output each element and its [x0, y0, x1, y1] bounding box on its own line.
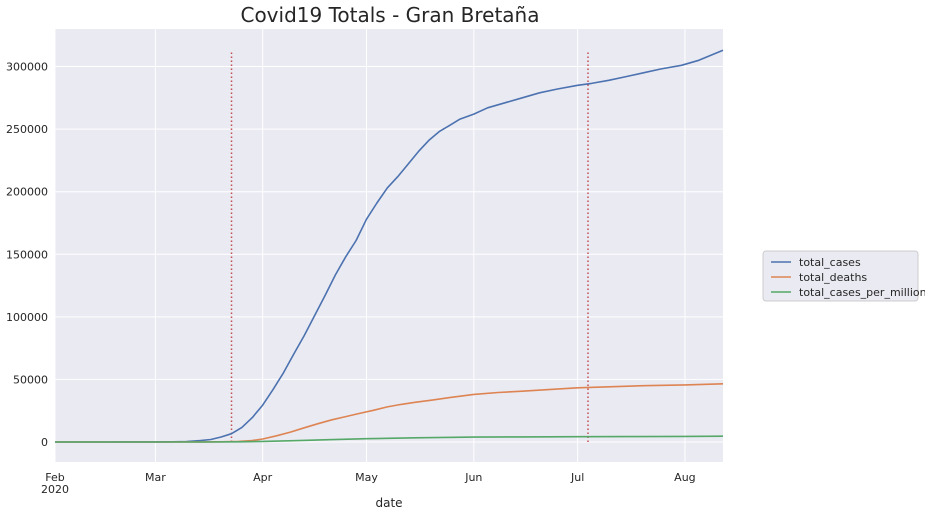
y-tick-label: 200000	[6, 186, 48, 199]
legend-items: total_cases total_deaths total_cases_per_m…	[771, 256, 925, 299]
y-tick-label: 50000	[13, 373, 48, 386]
series-line-total-cases	[55, 49, 724, 443]
x-tick-sublabel: 2020	[41, 483, 69, 496]
y-tick-label: 100000	[6, 311, 48, 324]
y-tick-layer: 0 50000 100000 150000 200000 250000 300000	[6, 61, 48, 449]
y-tick-label: 0	[41, 436, 48, 449]
x-axis-label: date	[375, 496, 402, 510]
x-tick-label: Aug	[674, 471, 695, 484]
series-layer	[55, 49, 724, 443]
vline-layer	[230, 50, 589, 442]
x-tick-label: Jul	[570, 471, 584, 484]
y-tick-label: 150000	[6, 248, 48, 261]
legend-entry: total_cases_per_million	[799, 286, 925, 299]
x-tick-label: May	[355, 471, 378, 484]
series-line-total-deaths	[55, 383, 724, 443]
legend-box	[762, 250, 919, 302]
legend: total_cases total_deaths total_cases_per_m…	[762, 250, 925, 302]
y-tick-label: 250000	[6, 123, 48, 136]
x-tick-label: Mar	[145, 471, 166, 484]
chart-title: Covid19 Totals - Gran Bretaña	[240, 3, 539, 27]
x-tick-label: Apr	[253, 471, 273, 484]
x-tick-label: Feb	[45, 471, 64, 484]
legend-entry: total_cases	[799, 256, 861, 269]
legend-entry: total_deaths	[799, 271, 867, 284]
plot-area	[55, 29, 723, 462]
x-tick-label: Jun	[464, 471, 482, 484]
y-tick-label: 300000	[6, 61, 48, 74]
grid-layer	[54, 29, 723, 462]
series-line-total-cases-per-million	[55, 435, 724, 443]
